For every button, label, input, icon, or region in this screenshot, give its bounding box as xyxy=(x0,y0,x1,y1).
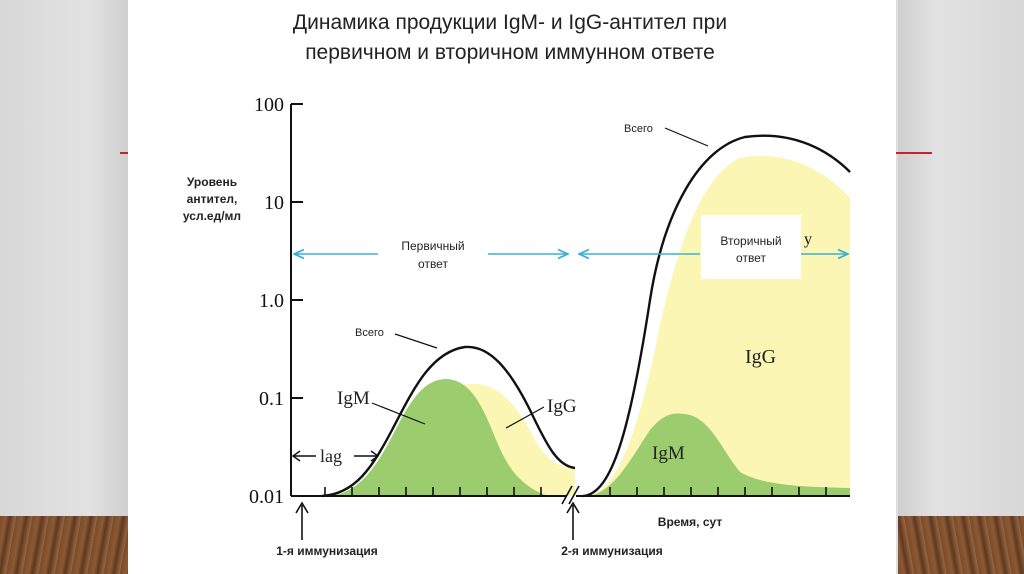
total-curve-primary xyxy=(321,345,576,498)
total-label-secondary: Всего xyxy=(624,123,653,135)
leader-line xyxy=(371,402,426,425)
igg-label-secondary: IgG xyxy=(745,346,776,368)
accent-line-left xyxy=(120,152,128,154)
slide-background-right xyxy=(898,0,1024,574)
wood-floor-left xyxy=(0,516,128,574)
primary-phase-label: ответ xyxy=(418,257,448,271)
primary-phase-label: Первичный xyxy=(401,239,464,253)
axis-break-mark xyxy=(561,485,573,505)
partial-label-glyph: y xyxy=(804,231,812,248)
igg-label-primary: IgG xyxy=(547,396,577,417)
y-tick-label: 100 xyxy=(254,94,284,116)
lag-label: lag xyxy=(320,446,342,466)
leader-line xyxy=(664,127,709,147)
slide-title: Динамика продукции IgM- и IgG-антител пр… xyxy=(160,8,860,68)
axis-break-mark xyxy=(568,485,580,505)
total-label-primary: Всего xyxy=(355,327,384,339)
title-line-1: Динамика продукции IgM- и IgG-антител пр… xyxy=(292,11,728,34)
lag-arrowhead xyxy=(370,450,380,462)
x-axis-label: Время, сут xyxy=(658,515,723,529)
second-immunization-label: 2-я иммунизация xyxy=(561,544,663,558)
y-axis-label-line: усл.ед/мл xyxy=(183,209,241,223)
igm-label-primary: IgM xyxy=(337,388,370,409)
igm-label-secondary: IgM xyxy=(652,443,685,464)
lag-arrowhead xyxy=(291,450,301,462)
first-immunization-label: 1-я иммунизация xyxy=(276,544,378,558)
second-immunization-arrowhead xyxy=(566,501,580,514)
x-tick-marks xyxy=(324,487,827,496)
y-tick-label: 0.01 xyxy=(249,486,284,508)
y-tick-label: 1.0 xyxy=(259,290,284,312)
y-tick-label: 0.1 xyxy=(259,388,284,410)
y-axis-label-line: антител, xyxy=(187,192,238,206)
title-line-2: первичном и вторичном иммунном ответе xyxy=(305,41,715,64)
igm-secondary-area xyxy=(590,413,850,496)
y-tick-marks xyxy=(291,103,303,399)
total-curve-secondary xyxy=(582,134,851,498)
leader-line xyxy=(394,333,438,349)
secondary-phase-label: ответ xyxy=(736,251,766,265)
secondary-phase-label: Вторичный xyxy=(720,234,781,248)
slide-background-left xyxy=(0,0,128,574)
y-tick-label: 10 xyxy=(264,192,284,214)
igm-primary-area xyxy=(328,379,548,496)
wood-floor-right xyxy=(898,516,1024,574)
y-axis-label-line: Уровень xyxy=(187,175,237,189)
first-immunization-arrowhead xyxy=(295,501,309,514)
secondary-phase-box xyxy=(701,215,801,279)
accent-line-right xyxy=(896,152,932,154)
leader-line xyxy=(505,406,545,429)
